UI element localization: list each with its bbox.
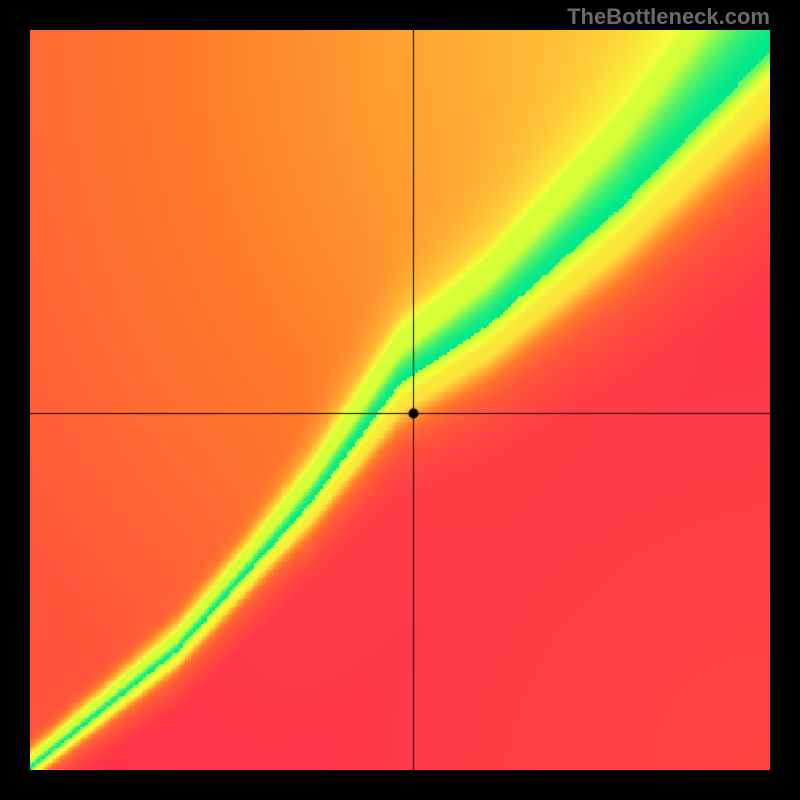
figure-container: TheBottleneck.com [0, 0, 800, 800]
bottleneck-heatmap [30, 30, 770, 770]
watermark-text: TheBottleneck.com [567, 4, 770, 30]
